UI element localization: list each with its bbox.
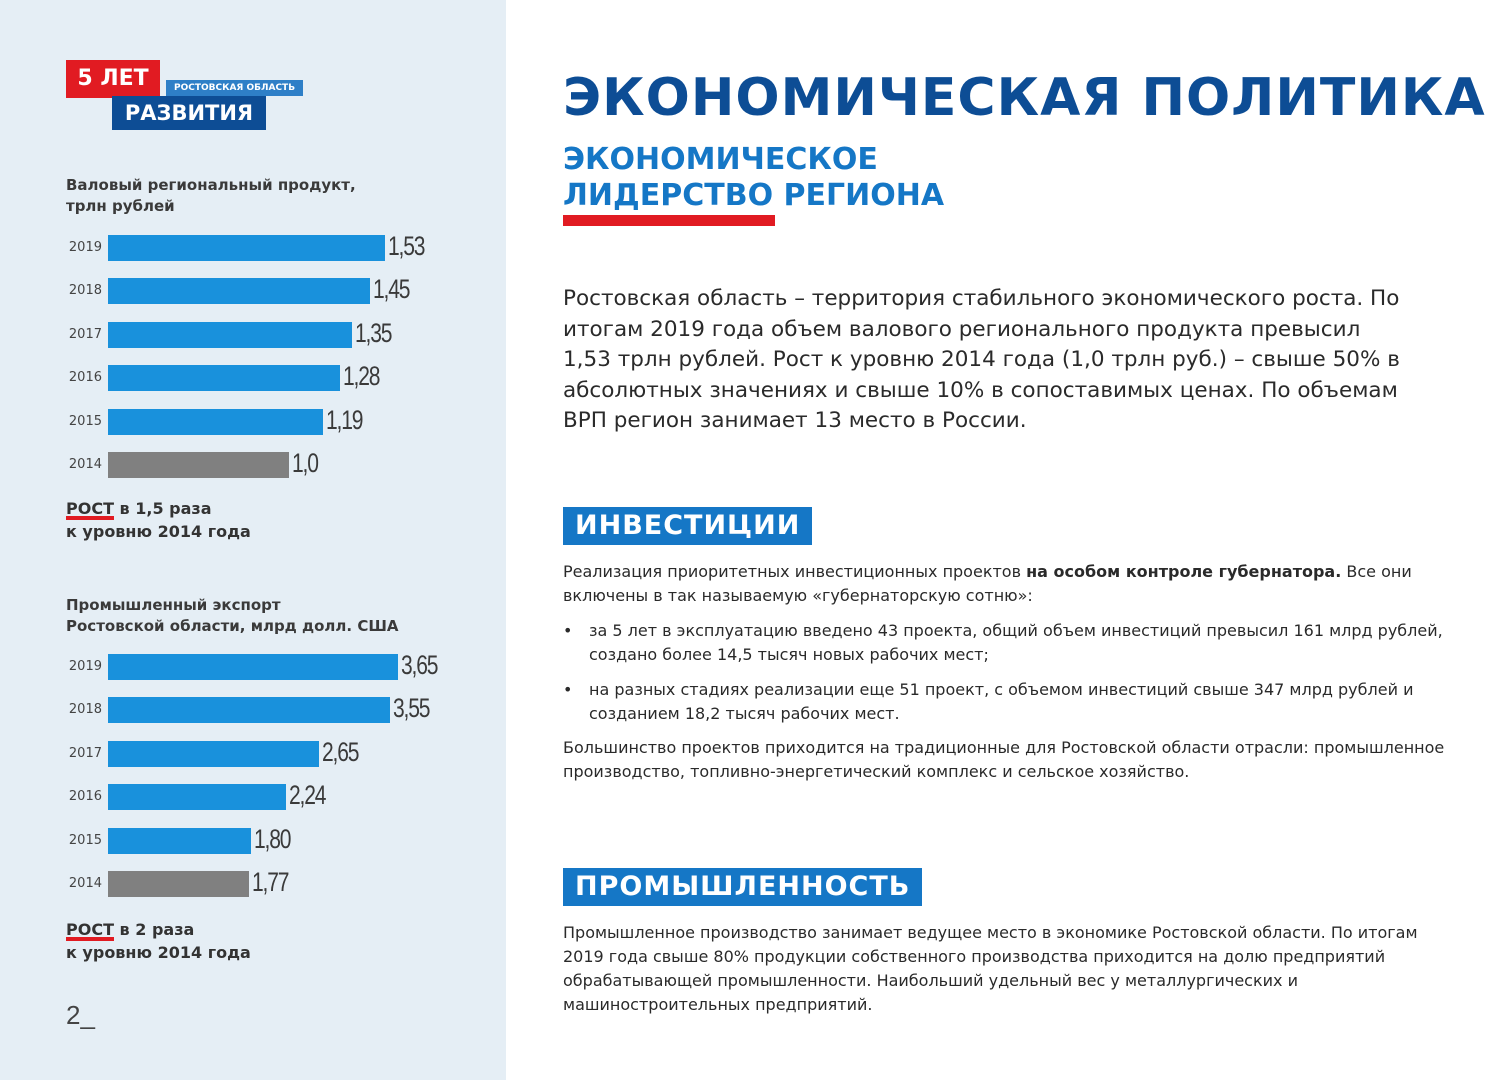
investments-p1-bold: на особом контроле губернатора. bbox=[1026, 562, 1342, 581]
data-label: 1,45 bbox=[373, 274, 410, 305]
export-chart-title: Промышленный экспорт Ростовской области,… bbox=[66, 595, 446, 637]
bar bbox=[108, 278, 370, 305]
bar-row: 2016 2,24 bbox=[60, 780, 500, 811]
logo-development: РАЗВИТИЯ bbox=[112, 96, 266, 130]
investments-paragraph-1: Реализация приоритетных инвестиционных п… bbox=[563, 560, 1468, 608]
investments-bullets: за 5 лет в эксплуатацию введено 43 проек… bbox=[563, 619, 1468, 737]
data-label: 3,55 bbox=[393, 693, 430, 724]
bar bbox=[108, 321, 352, 348]
data-label: 2,65 bbox=[322, 736, 359, 767]
gdp-growth-rest: в 1,5 раза bbox=[113, 499, 212, 518]
investments-p1-end: Все они включены в так называемую «губер… bbox=[563, 562, 1412, 605]
export-chart-title-line2: Ростовской области, млрд долл. США bbox=[66, 617, 399, 635]
bar-row: 2018 1,45 bbox=[60, 274, 500, 305]
data-label: 1,77 bbox=[252, 867, 289, 897]
industry-heading: ПРОМЫШЛЕННОСТЬ bbox=[563, 868, 923, 906]
section-subtitle: ЭКОНОМИЧЕСКОЕ ЛИДЕРСТВО РЕГИОНА bbox=[563, 142, 944, 214]
bar bbox=[108, 365, 340, 392]
data-label: 2,24 bbox=[289, 780, 326, 811]
subtitle-line1: ЭКОНОМИЧЕСКОЕ bbox=[563, 142, 878, 177]
intro-paragraph: Ростовская область – территория стабильн… bbox=[563, 286, 1400, 433]
data-label: 1,19 bbox=[326, 404, 363, 435]
export-growth-word: РОСТ bbox=[66, 920, 114, 939]
logo-region: РОСТОВСКАЯ ОБЛАСТЬ bbox=[166, 80, 304, 96]
bar bbox=[108, 784, 286, 811]
tick-label: 2015 bbox=[68, 413, 102, 429]
bar-row: 2017 2,65 bbox=[60, 737, 500, 767]
subtitle-line2: ЛИДЕРСТВО РЕГИОНА bbox=[563, 178, 945, 213]
tick-label: 2014 bbox=[68, 457, 102, 472]
data-label: 1,35 bbox=[355, 317, 392, 348]
logo: 5 ЛЕТ РОСТОВСКАЯ ОБЛАСТЬ РАЗВИТИЯ bbox=[66, 60, 311, 135]
bar-row: 2017 1,35 bbox=[60, 318, 500, 348]
bar-row: 2014 1,77 bbox=[60, 867, 500, 897]
tick-label: 2019 bbox=[68, 659, 102, 674]
data-label: 3,65 bbox=[401, 650, 438, 680]
bar-row: 2015 1,19 bbox=[60, 405, 500, 435]
bar bbox=[108, 697, 390, 724]
gdp-growth-line2: к уровню 2014 года bbox=[66, 522, 251, 541]
bar bbox=[108, 408, 323, 435]
list-item: за 5 лет в эксплуатацию введено 43 проек… bbox=[563, 619, 1468, 667]
page-number: 2 bbox=[66, 1000, 95, 1031]
bar bbox=[108, 827, 251, 854]
bar-row: 2014 1,0 bbox=[60, 448, 500, 478]
subtitle-underline bbox=[563, 215, 775, 226]
bar bbox=[108, 740, 319, 767]
tick-label: 2016 bbox=[68, 789, 102, 805]
industry-paragraph: Промышленное производство занимает ведущ… bbox=[563, 923, 1418, 1014]
export-growth: РОСТ в 2 раза к уровню 2014 года bbox=[66, 918, 251, 964]
data-label: 1,53 bbox=[388, 231, 425, 261]
export-growth-rest: в 2 раза bbox=[113, 920, 195, 939]
gdp-chart-title: Валовый региональный продукт, трлн рубле… bbox=[66, 175, 446, 217]
logo-years: 5 ЛЕТ bbox=[66, 60, 160, 98]
data-label: 1,0 bbox=[292, 448, 319, 478]
gdp-chart-title-line1: Валовый региональный продукт, bbox=[66, 176, 356, 194]
tick-label: 2015 bbox=[68, 832, 102, 848]
investments-heading: ИНВЕСТИЦИИ bbox=[563, 507, 813, 545]
page-title: ЭКОНОМИЧЕСКАЯ ПОЛИТИКА bbox=[563, 68, 1486, 128]
investments-p1-start: Реализация приоритетных инвестиционных п… bbox=[563, 562, 1027, 581]
bar bbox=[108, 654, 398, 680]
bar bbox=[108, 235, 385, 261]
export-growth-line2: к уровню 2014 года bbox=[66, 943, 251, 962]
gdp-growth: РОСТ в 1,5 раза к уровню 2014 года bbox=[66, 497, 251, 543]
tick-label: 2019 bbox=[68, 240, 102, 255]
investments-paragraph-2: Большинство проектов приходится на тради… bbox=[563, 738, 1445, 781]
bar-row: 2015 1,80 bbox=[60, 824, 500, 854]
gdp-chart-title-line2: трлн рублей bbox=[66, 197, 175, 215]
tick-label: 2014 bbox=[68, 876, 102, 891]
tick-label: 2018 bbox=[68, 283, 102, 299]
bar bbox=[108, 452, 289, 478]
data-label: 1,80 bbox=[254, 823, 291, 854]
tick-label: 2017 bbox=[68, 326, 102, 342]
tick-label: 2016 bbox=[68, 370, 102, 386]
export-chart-title-line1: Промышленный экспорт bbox=[66, 596, 281, 614]
bar bbox=[108, 871, 249, 897]
tick-label: 2018 bbox=[68, 702, 102, 718]
list-item: на разных стадиях реализации еще 51 прое… bbox=[563, 678, 1468, 726]
bar-row: 2016 1,28 bbox=[60, 361, 500, 392]
left-panel: 5 ЛЕТ РОСТОВСКАЯ ОБЛАСТЬ РАЗВИТИЯ Валовы… bbox=[0, 0, 506, 1080]
gdp-growth-word: РОСТ bbox=[66, 499, 114, 518]
tick-label: 2017 bbox=[68, 745, 102, 761]
data-label: 1,28 bbox=[343, 361, 380, 392]
bar-row: 2019 1,53 bbox=[60, 231, 500, 261]
bar-row: 2018 3,55 bbox=[60, 693, 500, 724]
bar-row: 2019 3,65 bbox=[60, 650, 500, 680]
